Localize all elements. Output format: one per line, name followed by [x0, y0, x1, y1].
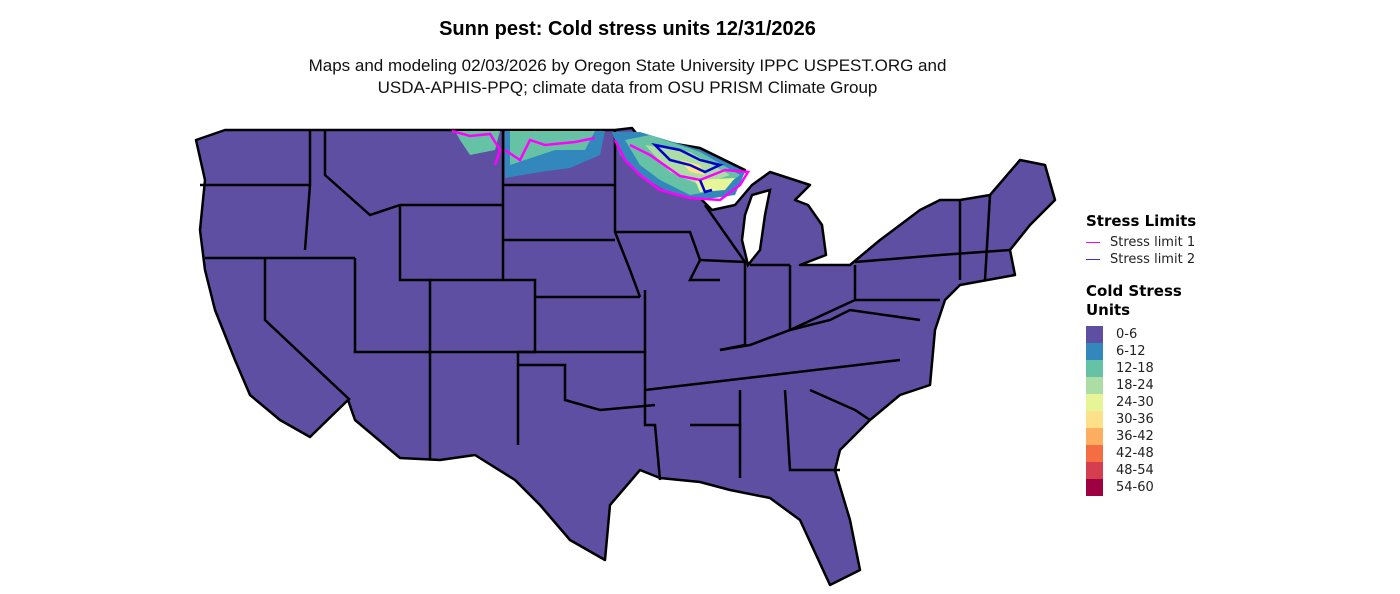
legend-item-stress-limit-2: Stress limit 2	[1086, 251, 1196, 268]
legend-label: 36-42	[1116, 429, 1154, 444]
legend-label: 48-54	[1116, 463, 1154, 478]
legend-label: 42-48	[1116, 446, 1154, 461]
legend-item-csu: 12-18	[1086, 360, 1196, 377]
conus-outline	[194, 126, 1057, 587]
legend-label: 54-60	[1116, 480, 1154, 495]
legend-label: 24-30	[1116, 395, 1154, 410]
color-swatch	[1086, 462, 1103, 479]
color-swatch	[1086, 360, 1103, 377]
stress-limit-1-line	[451, 129, 751, 202]
color-swatch	[1086, 479, 1103, 496]
legend-item-csu: 6-12	[1086, 343, 1196, 360]
color-swatch	[1086, 326, 1103, 343]
legend-label: 18-24	[1116, 378, 1154, 393]
legend-item-csu: 54-60	[1086, 479, 1196, 496]
legend-item-csu: 30-36	[1086, 411, 1196, 428]
legend-item-stress-limit-1: Stress limit 1	[1086, 234, 1196, 251]
legend-label: 6-12	[1116, 344, 1146, 359]
legend-item-csu: 42-48	[1086, 445, 1196, 462]
color-swatch	[1086, 428, 1103, 445]
state-borders	[200, 130, 1011, 481]
color-swatch	[1086, 377, 1103, 394]
cold-stress-units-legend-title: Cold Stress Units	[1086, 282, 1182, 319]
stress-limit-2-line	[651, 142, 724, 194]
map-subtitle: Maps and modeling 02/03/2026 by Oregon S…	[0, 55, 1255, 99]
legend-label: 0-6	[1116, 327, 1138, 342]
color-swatch	[1086, 445, 1103, 462]
legend: Stress Limits Stress limit 1 Stress limi…	[1086, 212, 1196, 496]
legend-label: 30-36	[1116, 412, 1154, 427]
color-swatch	[1086, 343, 1103, 360]
legend-label: Stress limit 2	[1110, 252, 1196, 267]
subtitle-line-1: Maps and modeling 02/03/2026 by Oregon S…	[308, 56, 947, 75]
lake-michigan	[740, 188, 772, 268]
cold-stress-units-legend-items: 0-6 6-12 12-18 18-24 24-30 30-36 36-42 42-48 48-…	[1086, 326, 1196, 496]
magenta-line-swatch	[1086, 241, 1100, 244]
color-swatch	[1086, 394, 1103, 411]
stress-limits-legend-title: Stress Limits	[1086, 212, 1197, 230]
blue-line-swatch	[1086, 258, 1100, 261]
map-title: Sunn pest: Cold stress units 12/31/2026	[439, 18, 816, 40]
legend-label: 12-18	[1116, 361, 1154, 376]
legend-item-csu: 36-42	[1086, 428, 1196, 445]
legend-label: Stress limit 1	[1110, 235, 1196, 250]
color-swatch	[1086, 411, 1103, 428]
legend-item-csu: 24-30	[1086, 394, 1196, 411]
legend-item-csu: 0-6	[1086, 326, 1196, 343]
subtitle-line-2: USDA-APHIS-PPQ; climate data from OSU PR…	[377, 78, 878, 97]
legend-item-csu: 18-24	[1086, 377, 1196, 394]
legend-item-csu: 48-54	[1086, 462, 1196, 479]
